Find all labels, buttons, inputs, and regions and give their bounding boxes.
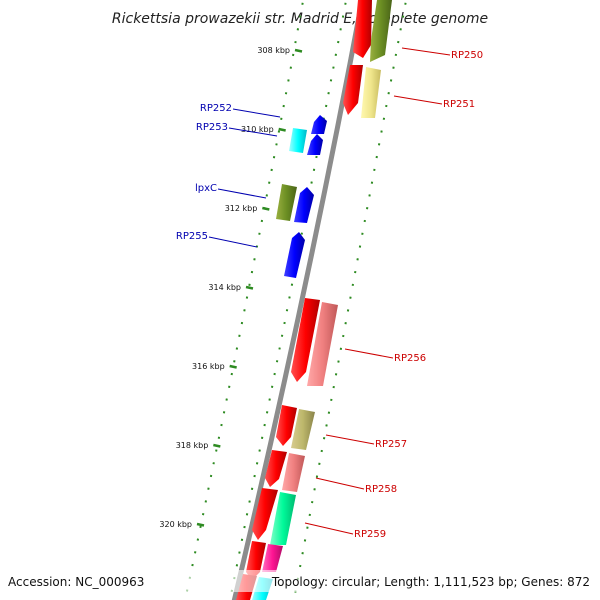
label-rp252: RP252 xyxy=(200,103,232,114)
gene-rp258-b xyxy=(282,453,305,492)
label-rp253: RP253 xyxy=(196,122,228,133)
gene-rp256-b xyxy=(307,302,338,386)
tick-label: 312 kbp xyxy=(225,204,258,213)
accession-text: Accession: NC_000963 xyxy=(8,575,144,589)
gene-lpxc-a xyxy=(276,184,297,221)
gene-rp252 xyxy=(311,115,327,134)
gene-rp259-b xyxy=(270,492,296,545)
tick-layer: 308 kbp 310 kbp 312 kbp 314 kbp 316 kbp 318 k… xyxy=(159,46,303,529)
label-rp258: RP258 xyxy=(365,484,397,495)
tick-mark xyxy=(245,285,254,290)
features-inner xyxy=(276,115,327,278)
tick-mark xyxy=(229,364,237,369)
right-labels: RP250 RP251 RP256 RP257 RP258 RP259 xyxy=(304,47,483,540)
gene-rp250-a xyxy=(353,0,372,58)
tick-label: 316 kbp xyxy=(192,362,225,371)
gene-rp250-b xyxy=(370,0,392,62)
label-rp259: RP259 xyxy=(354,529,386,540)
genome-backbone xyxy=(231,0,365,600)
features-outer xyxy=(236,0,392,600)
label-rp251: RP251 xyxy=(443,99,475,110)
tick-label: 308 kbp xyxy=(257,46,290,55)
footer-backdrop xyxy=(0,570,600,592)
tick-mark xyxy=(196,522,205,527)
tick-mark xyxy=(262,206,270,211)
gene-rp251-a xyxy=(343,65,363,115)
map-title: Rickettsia prowazekii str. Madrid E, com… xyxy=(112,11,488,27)
gene-rp257-a xyxy=(276,405,297,446)
tick-mark xyxy=(213,443,221,448)
label-lpxc: lpxC xyxy=(195,183,217,194)
gene-rp258-a xyxy=(265,450,287,487)
gene-rp251-b xyxy=(361,67,381,118)
gene-lpxc-b xyxy=(294,187,314,223)
gene-rp257-b xyxy=(291,409,315,450)
tick-label: 310 kbp xyxy=(241,125,274,134)
left-labels: RP252 RP253 lpxC RP255 xyxy=(176,103,281,248)
gene-rp253-b xyxy=(307,134,323,155)
tick-label: 318 kbp xyxy=(176,441,209,450)
label-rp255: RP255 xyxy=(176,231,208,242)
genome-summary-text: Topology: circular; Length: 1,111,523 bp… xyxy=(271,575,590,589)
gene-rp253-a xyxy=(289,128,307,153)
gene-rp256-a xyxy=(291,298,320,382)
label-rp257: RP257 xyxy=(375,439,407,450)
gene-rp255 xyxy=(284,232,305,278)
label-rp250: RP250 xyxy=(451,50,483,61)
tick-label: 320 kbp xyxy=(159,520,192,529)
gene-bottom-b xyxy=(262,544,283,572)
tick-label: 314 kbp xyxy=(208,283,241,292)
label-rp256: RP256 xyxy=(394,353,426,364)
gene-rp259-a xyxy=(252,488,278,540)
tick-mark xyxy=(294,48,303,53)
tick-mark xyxy=(278,127,286,132)
